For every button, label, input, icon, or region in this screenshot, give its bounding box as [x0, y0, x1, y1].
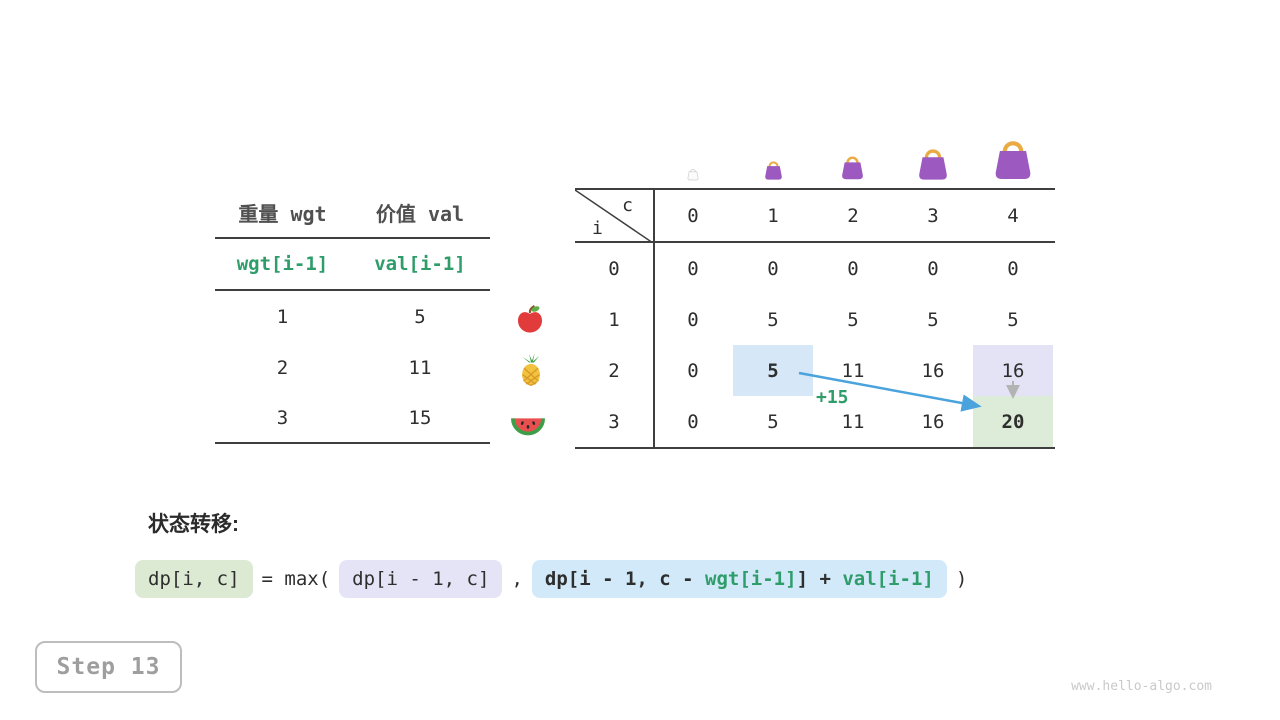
formula-arg2-val: val[i-1]	[842, 568, 934, 590]
formula-lhs-box: dp[i, c]	[135, 560, 253, 598]
bag-icon-3	[914, 142, 952, 186]
item-row-1: 1 5	[215, 291, 490, 342]
item-2-value: 11	[408, 356, 432, 379]
dp-cell-0-2: 0	[847, 257, 859, 280]
item-row-2: 2 11	[215, 342, 490, 393]
dp-cell-0-0: 0	[687, 257, 699, 280]
dp-col-header-3: 3	[927, 204, 939, 227]
transition-label: 状态转移:	[148, 513, 239, 536]
dp-col-header-2: 2	[847, 204, 859, 227]
dp-cell-3-2: 11	[841, 410, 865, 433]
formula-arg1-box: dp[i - 1, c]	[339, 560, 503, 598]
state-transition-formula: dp[i, c] = max( dp[i - 1, c] , dp[i - 1,…	[135, 560, 967, 598]
header-value: 价值 val	[375, 201, 465, 226]
formula-operator: = max(	[261, 568, 331, 590]
item-1-value: 5	[414, 305, 426, 328]
symbol-val: val[i-1]	[374, 253, 466, 275]
dp-cell-1-1: 5	[767, 308, 779, 331]
dp-cell-0-1: 0	[767, 257, 779, 280]
dp-cell-3-1: 5	[767, 410, 779, 433]
apple-icon	[513, 302, 547, 336]
formula-arg2-wgt: wgt[i-1]	[705, 568, 797, 590]
dp-cell-3-0: 0	[687, 410, 699, 433]
formula-arg2-box: dp[i - 1, c - wgt[i-1]] + val[i-1]	[531, 560, 947, 598]
item-table: 重量 wgt 价值 val wgt[i-1] val[i-1] 1 5 2 11…	[215, 187, 490, 444]
dp-cell-0-4: 0	[1007, 257, 1019, 280]
item-table-symbol-row: wgt[i-1] val[i-1]	[215, 239, 490, 291]
step-badge: Step 13	[35, 641, 182, 693]
dp-row-1: 1 0 5 5 5 5	[575, 294, 1055, 345]
header-weight: 重量 wgt	[238, 201, 327, 226]
bag-icon-0	[686, 166, 700, 185]
dp-row-label-3: 3	[608, 410, 620, 433]
dp-cell-2-1-source: 5	[733, 345, 813, 396]
item-row-3: 3 15	[215, 393, 490, 444]
corner-row-var: i	[592, 218, 603, 239]
item-table-header-row: 重量 wgt 价值 val	[215, 187, 490, 239]
formula-closing: )	[955, 568, 968, 590]
bag-icon-2	[838, 151, 867, 185]
dp-cell-2-3: 16	[921, 359, 945, 382]
dp-cell-2-4-inherit: 16	[973, 345, 1053, 396]
item-3-weight: 3	[276, 406, 289, 429]
dp-cell-3-3: 16	[921, 410, 945, 433]
item-1-weight: 1	[276, 305, 289, 328]
dp-col-header-0: 0	[687, 204, 699, 227]
dp-col-header-1: 1	[767, 204, 779, 227]
dp-header-row: c i 0 1 2 3 4	[575, 190, 1055, 243]
formula-separator: ,	[511, 568, 523, 590]
dp-row-label-2: 2	[608, 359, 620, 382]
dp-row-0: 0 0 0 0 0 0	[575, 243, 1055, 294]
formula-arg2-mid: ] +	[796, 568, 843, 590]
formula-arg2-prefix: dp[i - 1, c -	[544, 568, 706, 590]
symbol-wgt: wgt[i-1]	[236, 253, 329, 275]
dp-col-header-4: 4	[1007, 204, 1019, 227]
dp-cell-0-3: 0	[927, 257, 939, 280]
dp-cell-1-2: 5	[847, 308, 859, 331]
bag-icon-1	[762, 157, 785, 185]
dp-table: c i 0 1 2 3 4 0 0 0 0 0 0 1 0 5 5 5 5 2 …	[575, 188, 1055, 449]
dp-cell-1-4: 5	[1007, 308, 1019, 331]
dp-cell-1-0: 0	[687, 308, 699, 331]
bag-icon-4	[989, 132, 1037, 186]
item-2-weight: 2	[276, 356, 289, 379]
pineapple-icon	[514, 352, 548, 386]
corner-col-var: c	[622, 195, 633, 216]
item-3-value: 15	[408, 406, 432, 429]
dp-row-3: 3 0 5 11 16 20	[575, 396, 1055, 447]
watermark: www.hello-algo.com	[1071, 679, 1212, 694]
dp-row-label-1: 1	[608, 308, 620, 331]
dp-row-2: 2 0 5 11 16 16	[575, 345, 1055, 396]
watermelon-icon	[511, 408, 545, 442]
dp-table-vertical-divider	[653, 190, 655, 447]
dp-cell-2-0: 0	[687, 359, 699, 382]
dp-cell-1-3: 5	[927, 308, 939, 331]
dp-row-label-0: 0	[608, 257, 620, 280]
transfer-annotation: +15	[816, 387, 849, 408]
corner-diagonal-line	[575, 190, 653, 243]
dp-corner-cell: c i	[575, 190, 653, 243]
dp-cell-3-4-target: 20	[973, 396, 1053, 447]
